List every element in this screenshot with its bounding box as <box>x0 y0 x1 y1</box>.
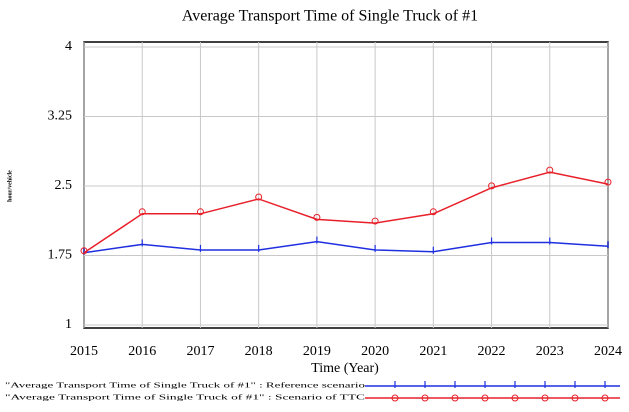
legend-marker <box>601 394 609 402</box>
y-axis-label: hour/vehicle <box>7 170 13 202</box>
marker <box>196 208 204 216</box>
y-tick-label: 3.25 <box>48 109 73 124</box>
y-tick-label: 4 <box>65 39 72 54</box>
marker <box>371 217 379 225</box>
legend-marker <box>391 394 399 402</box>
legend-marker <box>571 394 579 402</box>
chart-title: Average Transport Time of Single Truck o… <box>182 8 478 25</box>
marker <box>313 213 321 221</box>
marker <box>429 208 437 216</box>
legend-marker <box>451 394 459 402</box>
marker <box>488 182 496 190</box>
x-tick-label: 2024 <box>594 344 622 359</box>
marker <box>80 247 88 255</box>
x-tick-label: 2016 <box>128 344 156 359</box>
x-tick-label: 2018 <box>245 344 273 359</box>
legend-marker <box>511 394 519 402</box>
marker <box>604 178 612 186</box>
data-line <box>83 240 609 254</box>
x-axis-label: Time (Year) <box>311 361 379 376</box>
legend-marker <box>421 394 429 402</box>
marker <box>546 166 554 174</box>
plot-frame <box>83 41 609 329</box>
data-line <box>83 171 609 254</box>
legend-marker <box>541 394 549 402</box>
legend-label: "Average Transport Time of Single Truck … <box>5 393 365 402</box>
x-tick-label: 2019 <box>303 344 331 359</box>
x-tick-label: 2020 <box>361 344 389 359</box>
legend-label: "Average Transport Time of Single Truck … <box>5 381 365 390</box>
x-tick-label: 2017 <box>186 344 214 359</box>
x-tick-label: 2023 <box>536 344 564 359</box>
legend-marker <box>481 394 489 402</box>
marker <box>138 208 146 216</box>
y-tick-label: 1.75 <box>48 248 73 263</box>
y-tick-label: 1 <box>65 317 72 332</box>
x-tick-label: 2015 <box>70 344 98 359</box>
y-tick-label: 2.5 <box>55 178 73 193</box>
x-tick-label: 2021 <box>419 344 447 359</box>
x-tick-label: 2022 <box>478 344 506 359</box>
marker <box>255 193 263 201</box>
